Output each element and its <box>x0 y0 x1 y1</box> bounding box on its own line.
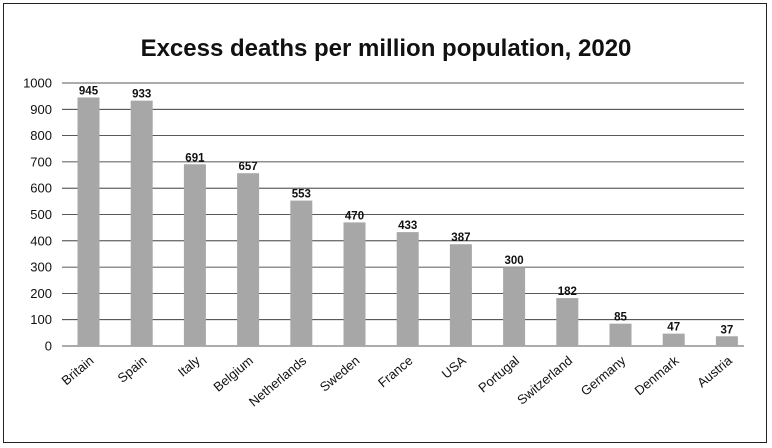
x-tick-label: Switzerland <box>514 353 575 408</box>
data-label: 387 <box>451 232 470 244</box>
y-tick-label: 400 <box>30 233 52 248</box>
data-label: 553 <box>292 189 311 201</box>
data-label: 47 <box>667 322 680 334</box>
bar-austria <box>715 336 738 346</box>
x-tick-label: Portugal <box>475 353 522 396</box>
x-tick-label: Sweden <box>317 353 363 395</box>
bar-denmark <box>662 333 685 346</box>
bar-britain <box>77 97 100 346</box>
data-label: 657 <box>239 161 258 173</box>
data-label: 933 <box>132 89 151 101</box>
chart-frame <box>3 3 767 443</box>
data-labels: 945 933 691 657 553 470 433 387 300 182 85 47 37 <box>79 85 733 336</box>
x-tick-label: Germany <box>578 352 629 398</box>
bar-netherlands <box>290 200 313 346</box>
y-tick-label: 700 <box>30 154 52 169</box>
bar-germany <box>609 323 632 346</box>
data-label: 85 <box>614 312 627 324</box>
bar-spain <box>130 100 153 346</box>
data-label: 182 <box>558 286 577 298</box>
y-tick-label: 0 <box>45 339 52 354</box>
data-label: 37 <box>721 324 734 336</box>
x-tick-label: Spain <box>115 353 150 386</box>
bar-italy <box>183 164 206 346</box>
bar-switzerland <box>556 298 579 346</box>
chart-title: Excess deaths per million population, 20… <box>141 35 632 62</box>
x-tick-label: France <box>375 353 416 391</box>
x-tick-label: Denmark <box>632 352 682 398</box>
bar-france <box>396 232 419 346</box>
y-axis-ticks: 0 100 200 300 400 500 600 700 800 900 1000 <box>23 76 52 354</box>
x-tick-label: Britain <box>59 353 97 388</box>
bars <box>77 97 738 346</box>
bar-usa <box>449 244 472 346</box>
bar-sweden <box>343 222 366 346</box>
y-tick-label: 500 <box>30 207 52 222</box>
data-label: 691 <box>185 152 205 164</box>
y-tick-label: 100 <box>30 312 52 327</box>
y-tick-label: 600 <box>30 181 52 196</box>
x-tick-label: Belgium <box>210 353 256 395</box>
data-label: 433 <box>398 220 417 232</box>
x-tick-label: Netherlands <box>246 352 310 409</box>
x-tick-label: Austria <box>694 352 735 390</box>
x-tick-label: USA <box>439 353 469 382</box>
bar-belgium <box>237 173 260 346</box>
y-tick-label: 800 <box>30 128 52 143</box>
y-tick-label: 900 <box>30 102 52 117</box>
x-tick-label: Italy <box>175 352 203 379</box>
bar-portugal <box>503 267 526 346</box>
y-tick-label: 200 <box>30 286 52 301</box>
data-label: 470 <box>345 210 364 222</box>
y-tick-label: 1000 <box>23 76 52 91</box>
data-label: 945 <box>79 85 99 97</box>
data-label: 300 <box>505 255 524 267</box>
y-tick-label: 300 <box>30 260 52 275</box>
